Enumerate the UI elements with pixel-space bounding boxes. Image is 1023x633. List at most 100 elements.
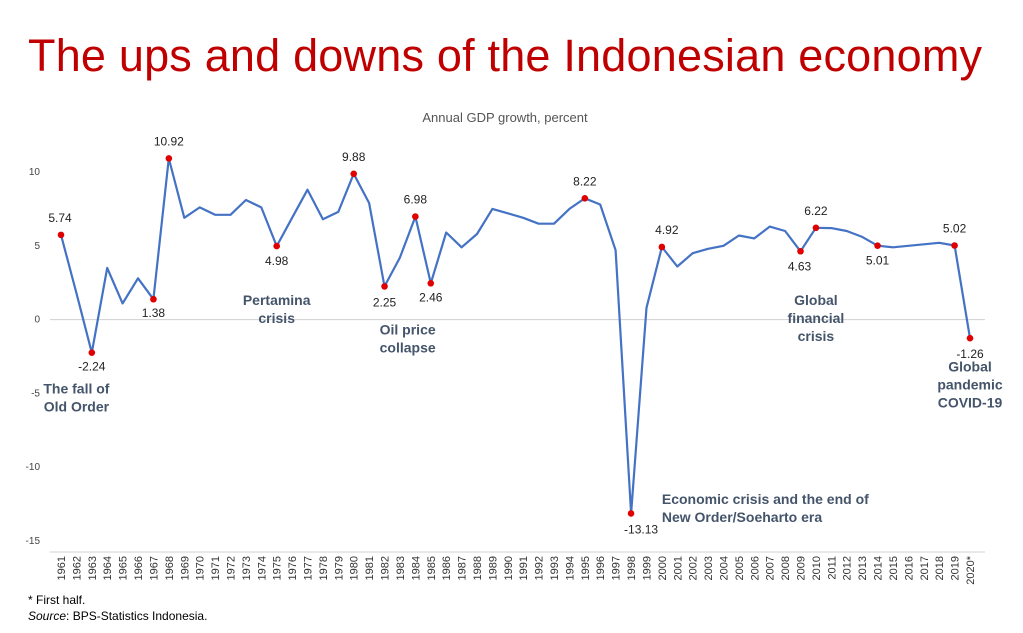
x-tick-label: 1962	[71, 556, 83, 580]
annotation-line: Oil price	[380, 321, 436, 337]
x-tick-label: 1998	[626, 556, 638, 580]
x-tick-label: 1974	[256, 556, 268, 580]
x-tick-label: 2004	[718, 556, 730, 580]
x-tick-label: 1976	[287, 556, 299, 580]
highlight-point	[273, 242, 280, 250]
data-label: 5.01	[866, 254, 890, 268]
x-tick-label: 1983	[395, 556, 407, 580]
x-tick-label: 1993	[549, 556, 561, 580]
x-tick-label: 1980	[349, 556, 361, 580]
x-tick-label: 1969	[179, 556, 191, 580]
x-tick-label: 1991	[518, 556, 530, 580]
data-label: 1.38	[142, 306, 166, 320]
data-label: -1.26	[956, 347, 984, 361]
annotation-line: Old Order	[44, 398, 110, 414]
x-tick-label: 2000	[657, 556, 669, 580]
x-tick-label: 2003	[703, 556, 715, 580]
x-tick-label: 1968	[164, 556, 176, 580]
data-label: 9.88	[342, 150, 366, 164]
markers-layer	[57, 155, 974, 517]
x-tick-label: 1988	[472, 556, 484, 580]
y-tick-label: 0	[34, 315, 40, 326]
x-tick-label: 2011	[826, 556, 838, 580]
annotation-line: collapse	[380, 339, 436, 355]
annotation-line: financial	[788, 310, 845, 326]
source-note: Source: BPS-Statistics Indonesia.	[28, 608, 207, 624]
x-tick-label: 1997	[611, 556, 623, 580]
highlight-point	[581, 194, 589, 202]
source-text: : BPS-Statistics Indonesia.	[66, 609, 208, 623]
data-label: 8.22	[573, 174, 597, 188]
highlight-point	[966, 334, 974, 342]
x-tick-label: 1964	[102, 556, 114, 580]
x-tick-label: 2012	[842, 556, 854, 580]
footnote: * First half. Source: BPS-Statistics Ind…	[28, 592, 207, 624]
x-tick-label: 1970	[195, 556, 207, 580]
highlight-point	[874, 242, 881, 249]
first-half-note: * First half.	[28, 593, 86, 607]
x-tick-label: 2002	[688, 556, 700, 580]
highlight-point	[381, 283, 388, 290]
x-tick-label: 2005	[734, 556, 746, 580]
highlight-point	[812, 224, 820, 232]
x-tick-label: 2018	[934, 556, 946, 580]
x-tick-label: 1979	[333, 556, 345, 580]
data-label: -2.24	[78, 360, 106, 374]
x-tick-label: 1995	[580, 556, 592, 580]
event-annotation: Economic crisis and the end of New Order/…	[662, 491, 869, 525]
highlight-point	[350, 170, 358, 178]
event-annotation: Oil price collapse	[380, 321, 436, 355]
data-label: 5.02	[943, 222, 967, 236]
y-tick-label: 10	[29, 167, 41, 178]
annotation-line: crisis	[258, 310, 295, 326]
data-label: 6.22	[804, 204, 828, 218]
x-tick-label: 1961	[56, 556, 68, 580]
x-tick-label: 2008	[780, 556, 792, 580]
x-tick-label: 2009	[796, 556, 808, 580]
x-tick-label: 2016	[903, 556, 915, 580]
x-tick-label: 1972	[225, 556, 237, 580]
highlight-point	[165, 155, 173, 162]
highlight-point	[658, 243, 666, 251]
highlight-point	[57, 231, 65, 239]
y-axis: 10 5 0 -5 -10 -15	[26, 167, 985, 547]
y-tick-label: -15	[26, 536, 41, 547]
data-label: -13.13	[624, 522, 658, 536]
x-tick-label: 1994	[564, 556, 576, 580]
x-tick-label: 2007	[765, 556, 777, 580]
x-tick-label: 1982	[380, 556, 392, 580]
x-tick-label: 2014	[873, 556, 885, 580]
x-tick-label: 2010	[811, 556, 823, 580]
x-tick-label: 1975	[272, 556, 284, 580]
x-tick-label: 1985	[426, 556, 438, 580]
y-tick-label: 5	[34, 241, 40, 252]
annotation-line: Pertamina	[243, 292, 311, 308]
source-label: Source	[28, 609, 67, 623]
data-label: 6.98	[404, 193, 428, 207]
annotation-line: The fall of	[43, 380, 109, 396]
data-label: 5.74	[48, 211, 72, 225]
annotation-line: pandemic	[937, 376, 1003, 392]
x-tick-label: 2001	[672, 556, 684, 580]
annotation-line: COVID-19	[938, 394, 1003, 410]
x-tick-label: 1966	[133, 556, 145, 580]
x-axis: 1961 1962 1963 1964 1965 1966 1967 1968 1969 1970…	[50, 551, 985, 585]
highlight-point	[88, 349, 96, 356]
y-tick-label: -5	[31, 388, 40, 399]
highlight-point	[150, 295, 157, 303]
event-annotation: Global financial crisis	[788, 292, 845, 344]
x-tick-label: 1992	[534, 556, 546, 580]
x-tick-label: 2017	[919, 556, 931, 580]
x-tick-label: 2020*	[965, 555, 977, 584]
x-tick-label: 1963	[87, 556, 99, 580]
x-tick-label: 1996	[595, 556, 607, 580]
highlight-point	[427, 279, 435, 287]
highlight-point	[951, 242, 958, 249]
x-tick-label: 1965	[118, 556, 130, 580]
data-label: 10.92	[154, 134, 184, 148]
data-label: 2.25	[373, 295, 397, 309]
x-tick-label: 1971	[210, 556, 222, 580]
data-label: 4.63	[788, 259, 812, 273]
highlight-point	[627, 510, 635, 517]
